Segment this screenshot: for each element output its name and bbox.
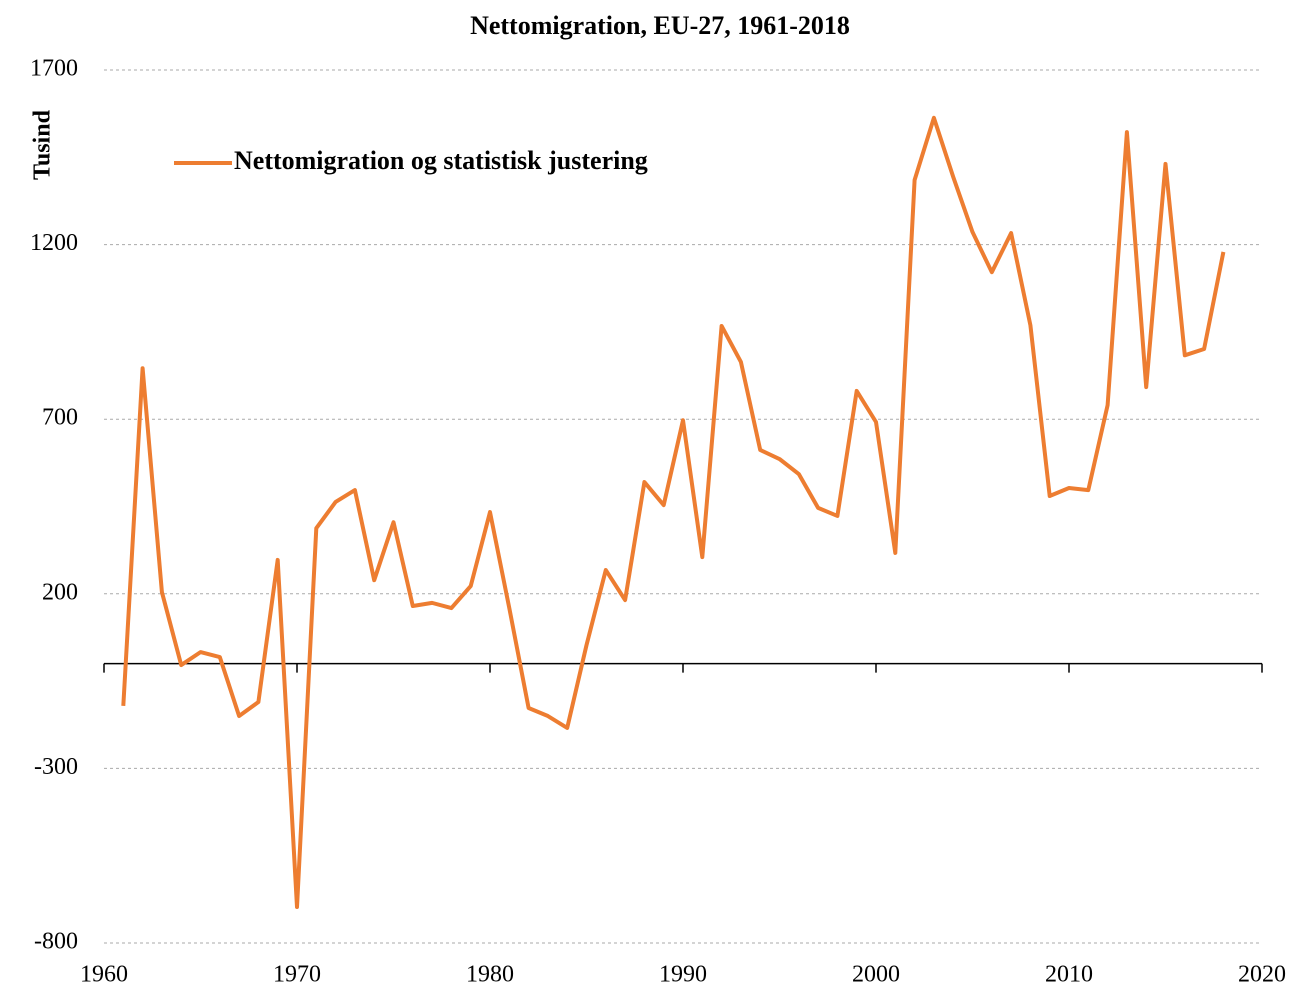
y-tick-label: 200 <box>42 579 78 605</box>
y-axis-label: Tusind <box>30 109 56 180</box>
x-tick-label: 1960 <box>80 962 128 988</box>
x-tick-label: 1970 <box>273 962 321 988</box>
x-tick-label: 1980 <box>466 962 514 988</box>
x-tick-label: 2020 <box>1238 962 1286 988</box>
y-tick-label: -300 <box>34 754 78 780</box>
y-tick-label: -800 <box>34 929 78 955</box>
chart-title: Nettomigration, EU-27, 1961-2018 <box>470 11 850 40</box>
y-tick-label: 700 <box>42 405 78 431</box>
legend-label: Nettomigration og statistisk justering <box>234 146 648 175</box>
data-line <box>121 115 1226 910</box>
x-tick-label: 2000 <box>852 962 900 988</box>
x-tick-label: 2010 <box>1045 962 1093 988</box>
y-tick-label: 1700 <box>30 56 78 82</box>
x-tick-label: 1990 <box>659 962 707 988</box>
y-tick-label: 1200 <box>30 230 78 256</box>
